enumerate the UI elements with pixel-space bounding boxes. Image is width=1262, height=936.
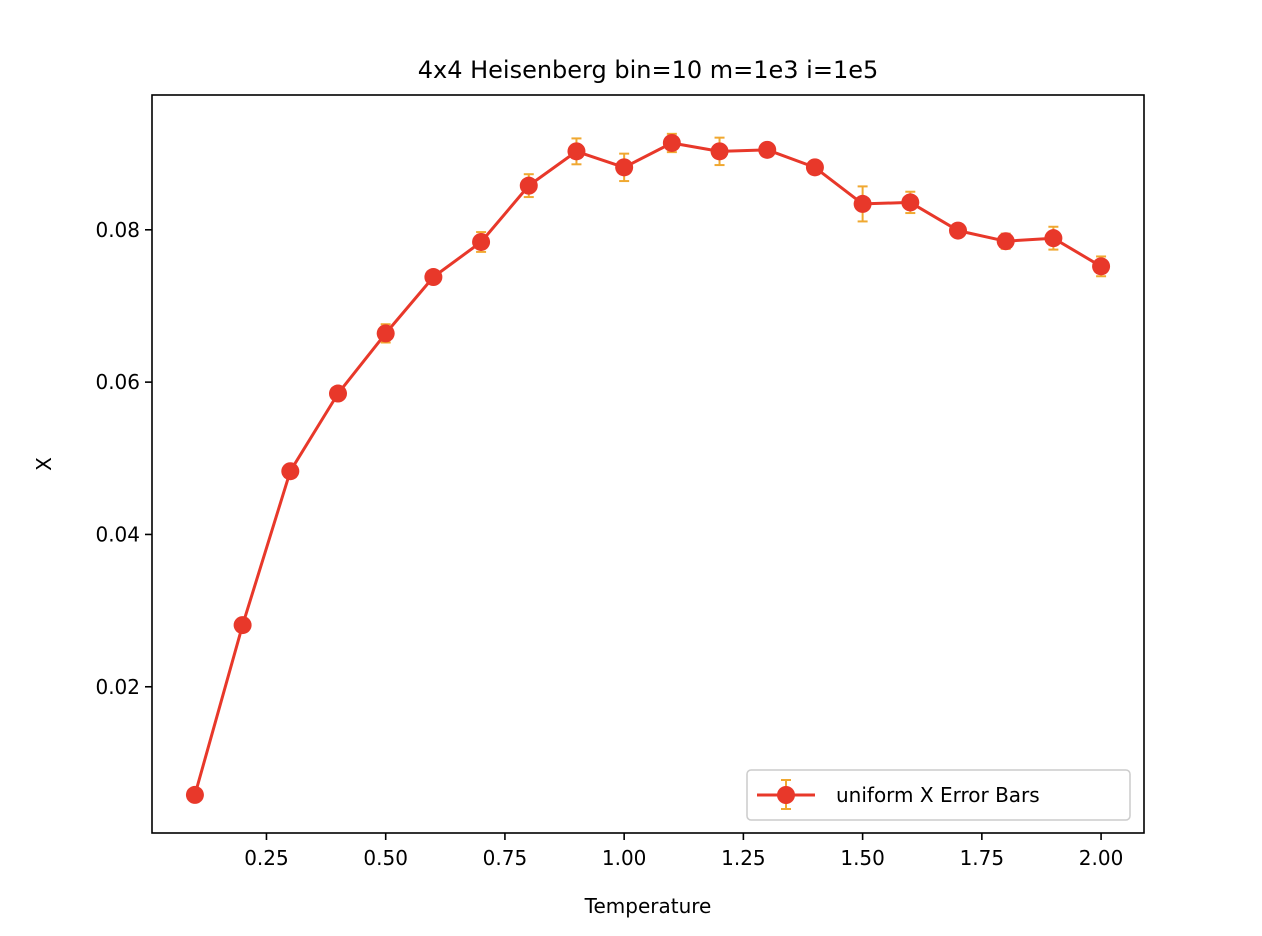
x-tick-label: 1.75 bbox=[960, 846, 1005, 870]
data-point bbox=[1092, 257, 1111, 276]
x-tick-label: 1.00 bbox=[602, 846, 647, 870]
series-line bbox=[193, 141, 1102, 796]
x-tick-label: 1.50 bbox=[840, 846, 885, 870]
data-point bbox=[662, 133, 681, 152]
data-point bbox=[185, 785, 204, 804]
data-point bbox=[710, 142, 729, 161]
x-tick-label: 0.25 bbox=[244, 846, 289, 870]
data-point bbox=[949, 221, 967, 240]
plot-area bbox=[185, 132, 1111, 804]
data-point bbox=[281, 462, 300, 481]
x-tick-label: 2.00 bbox=[1079, 846, 1124, 870]
y-tick-label: 0.02 bbox=[95, 675, 140, 699]
data-point bbox=[996, 232, 1015, 251]
data-point bbox=[853, 194, 872, 213]
data-point bbox=[758, 140, 777, 159]
data-point bbox=[376, 324, 395, 343]
x-axis-title: Temperature bbox=[584, 894, 712, 918]
y-tick-label: 0.06 bbox=[95, 370, 140, 394]
data-point bbox=[329, 384, 347, 403]
y-tick-label: 0.04 bbox=[95, 522, 140, 546]
legend-label: uniform X Error Bars bbox=[836, 783, 1040, 807]
axes: 0.25 0.50 0.75 1.00 1.25 1.50 1.75 2.00 0.02 0.04… bbox=[95, 94, 1145, 870]
data-point bbox=[424, 268, 443, 287]
data-point bbox=[1044, 229, 1063, 248]
chart-title: 4x4 Heisenberg bin=10 m=1e3 i=1e5 bbox=[418, 56, 879, 84]
x-tick-label: 1.25 bbox=[721, 846, 766, 870]
legend: uniform X Error Bars bbox=[746, 769, 1131, 821]
axes-frame bbox=[151, 94, 1145, 834]
y-axis-title: X bbox=[32, 457, 56, 471]
data-point bbox=[567, 142, 586, 161]
data-point bbox=[519, 176, 538, 195]
y-tick-label: 0.08 bbox=[95, 218, 140, 242]
data-point bbox=[805, 158, 824, 177]
x-tick-label: 0.50 bbox=[363, 846, 408, 870]
data-point bbox=[615, 158, 634, 177]
x-tick-label: 0.75 bbox=[483, 846, 528, 870]
data-point bbox=[233, 616, 252, 635]
legend-point-marker bbox=[777, 786, 795, 804]
data-point bbox=[901, 193, 920, 212]
legend-box bbox=[746, 769, 1131, 821]
data-point bbox=[472, 232, 491, 251]
